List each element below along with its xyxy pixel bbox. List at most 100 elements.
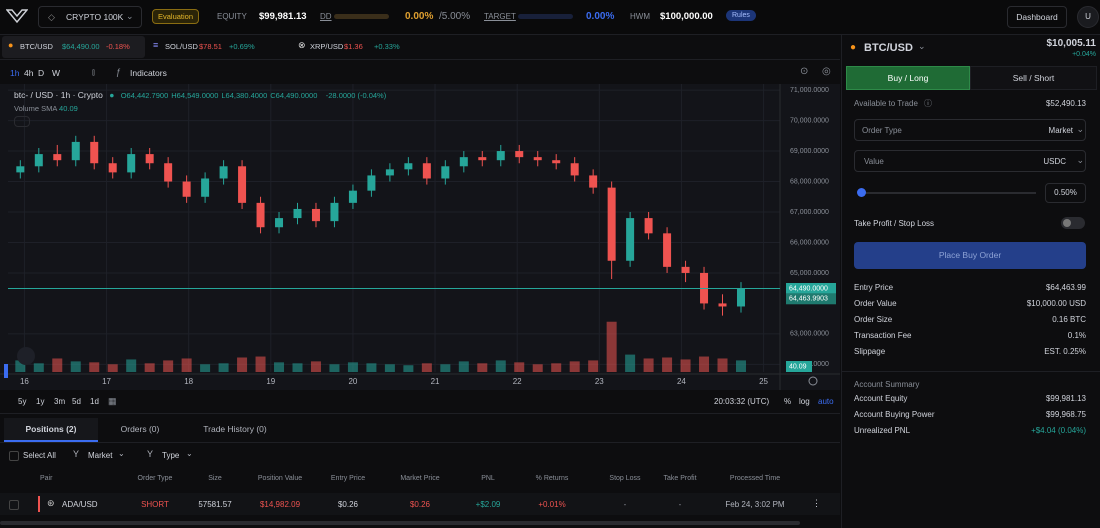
candle-body [275,218,284,228]
place-order-button[interactable]: Place Buy Order [854,242,1086,269]
volume-bar [292,363,303,372]
range-button[interactable]: 5d [72,397,81,406]
select-all-checkbox[interactable] [9,451,19,461]
volume-bar [89,362,100,372]
range-button[interactable]: 1d [90,397,99,406]
x-tick-label: 25 [759,377,768,386]
ticker-price: $78.51 [199,42,222,51]
sell-tab[interactable]: Sell / Short [970,66,1097,90]
interval-button[interactable]: D [38,68,45,78]
y-tick-label: 67,000.0000 [790,209,829,216]
value-caret: ⌄ [1076,155,1084,165]
interval-button[interactable]: 4h [24,68,34,78]
slider-track[interactable] [858,192,1036,194]
volume-bar [440,364,451,372]
order-type-select[interactable] [854,119,1086,141]
screenshot-icon[interactable]: ⊙ [800,66,809,77]
volume-bar [735,360,746,372]
panel-symbol[interactable]: BTC/USD [864,42,913,54]
account-icon: ◇ [48,12,55,22]
candle-body [330,202,339,222]
candle-body [348,190,357,203]
candle-body [238,166,247,203]
account-select[interactable] [38,6,142,28]
ticker-symbol: SOL/USD [165,42,198,51]
candle-body [219,166,228,179]
log-toggle[interactable]: log [799,397,810,406]
positions-tab[interactable]: Trade History (0) [203,424,267,434]
cell: SHORT [141,500,169,509]
buy-tab[interactable]: Buy / Long [846,66,970,90]
detail-value: $99,968.75 [1045,410,1086,419]
positions-tab[interactable]: Positions (2) [4,418,98,442]
range-button[interactable]: 3m [54,397,66,406]
row-menu[interactable]: ⋮ [812,498,821,508]
filter[interactable]: Select All [23,451,56,460]
volume-bar [625,354,636,372]
interval-button[interactable]: W [52,68,61,78]
chart-time: 20:03:32 (UTC) [714,397,770,406]
avatar[interactable]: U [1077,6,1099,28]
rules-badge[interactable]: Rules [726,10,756,21]
range-button[interactable]: 1y [36,397,45,406]
cell: $0.26 [409,500,431,509]
positions-tab[interactable]: Orders (0) [120,424,160,434]
volume-bar [717,358,728,372]
column-header: Entry Price [330,475,366,482]
row-checkbox[interactable] [9,500,19,510]
auto-toggle[interactable]: auto [818,397,834,406]
candle-body [663,233,672,267]
dd-bar [334,14,389,19]
symbol-caret: ⌄ [918,41,926,51]
column-header: Stop Loss [609,475,641,482]
candle-body [478,157,487,161]
volume-bar [237,357,248,372]
collapse-legend[interactable] [14,116,30,127]
volume-bar [421,363,432,372]
candle-body [256,202,265,228]
order-details: Entry Price $64,463.99 Order Value $10,000.… [854,283,1086,363]
filter[interactable]: Market [88,451,113,460]
ohlc-value: H64,549.0000 [171,91,219,100]
detail-label: Account Buying Power [854,410,935,419]
chart-type-icon[interactable]: ⫾ [92,67,95,77]
dashboard-button[interactable]: Dashboard [1007,6,1067,28]
chart-title: btc- / USD · 1h · Crypto [14,90,103,100]
slider-value[interactable]: 0.50% [1045,183,1086,203]
candle-body [589,175,598,188]
range-button[interactable]: 5y [18,397,27,406]
volume-legend: Volume SMA 40.09 [14,104,78,113]
volume-bar [70,361,81,372]
column-header: % Returns [535,475,569,482]
scroll-button[interactable] [808,376,818,386]
value-unit: USDC [1043,157,1066,166]
candle-body [736,288,745,307]
y-tick-label: 68,000.0000 [790,178,829,185]
status-dot: ● [109,90,115,100]
volume-bar [495,360,506,372]
ticker-change: +0.69% [229,42,255,51]
y-tick-label: 69,000.0000 [790,148,829,155]
slider-thumb[interactable] [857,188,866,197]
volume-bar [274,362,285,372]
ticker-tab[interactable] [2,36,145,58]
candle-body [71,141,80,161]
interval-button[interactable]: 1h [10,68,20,78]
detail-label: Order Size [854,315,893,324]
calendar-icon[interactable]: ▦ [108,396,117,406]
value-input[interactable] [854,150,1086,172]
indicators-button[interactable]: Indicators [130,68,167,78]
volume-bar [52,358,63,372]
percent-toggle[interactable]: % [784,397,792,406]
cell: - [623,500,627,509]
last-price-label: 64,490.0000 [789,285,828,292]
candle-body [293,208,302,219]
candle-body [422,163,431,179]
filter[interactable]: Type [162,451,180,460]
candle-body [127,154,136,173]
x-tick-label: 23 [595,377,604,386]
settings-icon[interactable]: ◎ [822,66,831,77]
order-panel: ● BTC/USD ⌄ $10,005.11 +0.04% Buy / Long… [841,35,1100,528]
cell: Feb 24, 3:02 PM [725,500,785,509]
filter-caret: ⌄ [118,449,125,458]
